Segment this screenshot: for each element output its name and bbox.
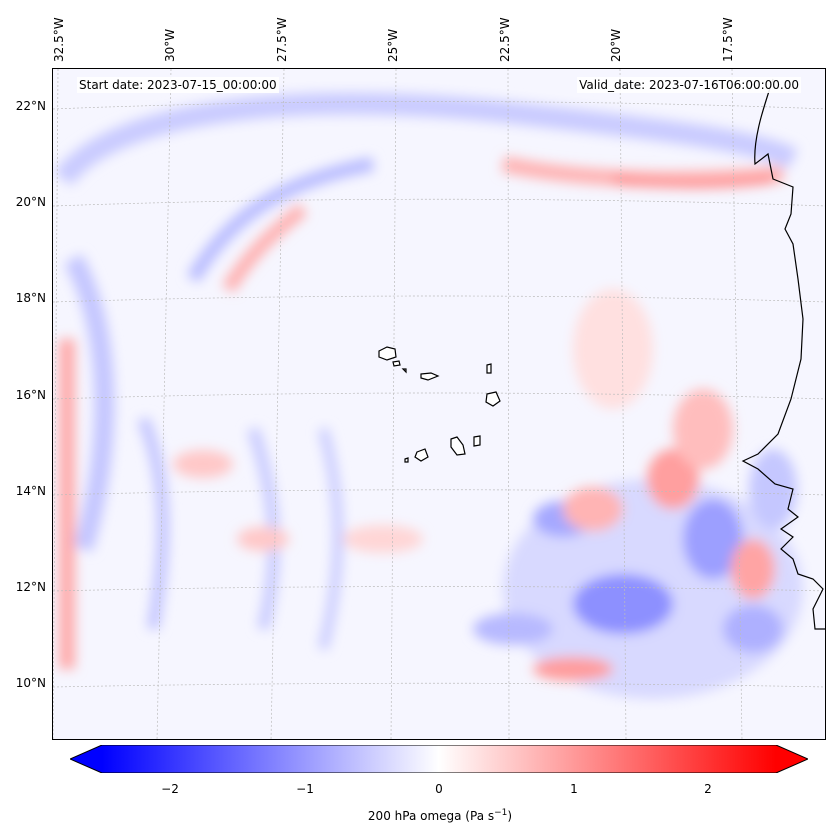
colorbar-tick-2: 2 xyxy=(704,782,712,796)
lat-label-20n: 20°N xyxy=(15,195,46,209)
valid-date-label: Valid_date: 2023-07-16T06:00:00.00 xyxy=(577,77,801,93)
colorbar-label-tail: ) xyxy=(507,809,513,823)
map-panel: Start date: 2023-07-15_00:00:00 Valid_da… xyxy=(52,68,826,740)
colorbar-extend-max xyxy=(776,745,808,773)
lon-label-20w: 20°W xyxy=(609,28,623,62)
lat-label-12n: 12°N xyxy=(15,580,46,594)
colorbar-tick-0: 0 xyxy=(435,782,443,796)
lat-label-10n: 10°N xyxy=(15,676,46,690)
gridlines xyxy=(53,69,825,739)
lon-label-22-5w: 22.5°W xyxy=(498,17,512,62)
omega-field xyxy=(53,69,825,739)
colorbar-label-exponent: −1 xyxy=(494,808,508,818)
lat-label-16n: 16°N xyxy=(15,388,46,402)
lon-label-32-5w: 32.5°W xyxy=(52,17,66,62)
colorbar-extend-min xyxy=(70,745,102,773)
lon-label-17-5w: 17.5°W xyxy=(721,17,735,62)
lon-label-30w: 30°W xyxy=(163,28,177,62)
lon-label-27-5w: 27.5°W xyxy=(275,17,289,62)
colorbar-tick-neg1: −1 xyxy=(296,782,314,796)
colorbar-tick-1: 1 xyxy=(570,782,578,796)
lon-label-25w: 25°W xyxy=(386,28,400,62)
lat-label-18n: 18°N xyxy=(15,291,46,305)
start-date-label: Start date: 2023-07-15_00:00:00 xyxy=(77,77,279,93)
lat-label-14n: 14°N xyxy=(15,484,46,498)
colorbar-label-main: 200 hPa omega (Pa s xyxy=(367,809,495,823)
lat-label-22n: 22°N xyxy=(15,99,46,113)
colorbar xyxy=(70,745,808,773)
coastline-west-africa xyxy=(741,78,825,630)
omega-shading xyxy=(54,92,803,699)
colorbar-gradient xyxy=(102,745,776,773)
cape-verde-islands xyxy=(378,346,501,463)
colorbar-tick-neg2: −2 xyxy=(161,782,179,796)
colorbar-label: 200 hPa omega (Pa s−1) xyxy=(368,808,512,823)
